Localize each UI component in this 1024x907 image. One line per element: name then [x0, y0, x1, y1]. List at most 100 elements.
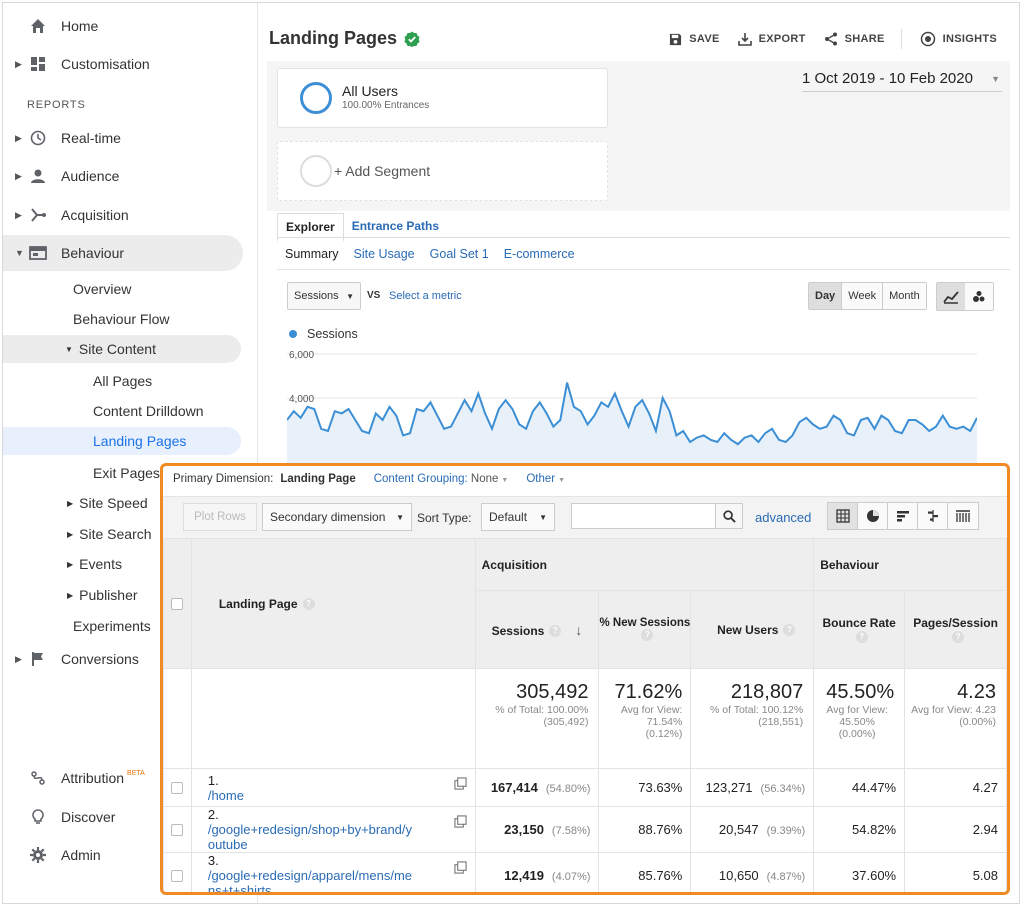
nav-landing-pages[interactable]: Landing Pages [3, 427, 241, 455]
open-external-icon[interactable] [453, 777, 467, 790]
nav-realtime[interactable]: ▶ Real-time [3, 120, 243, 156]
landing-page-link[interactable]: /home [207, 787, 244, 803]
primary-dimension-value[interactable]: Landing Page [280, 473, 356, 485]
insights-button[interactable]: INSIGHTS [920, 31, 997, 47]
nav-customisation[interactable]: ▶ Customisation [3, 46, 243, 82]
report-toolbar: SAVE EXPORT SHARE INSIGHTS [651, 29, 997, 49]
help-icon[interactable]: ? [855, 631, 868, 644]
nav-publisher[interactable]: ▶ Publisher [67, 581, 138, 609]
nav-site-search[interactable]: ▶ Site Search [67, 520, 152, 548]
help-icon[interactable]: ? [641, 629, 654, 642]
nav-behaviour-label: Behaviour [61, 245, 125, 261]
nav-audience[interactable]: ▶ Audience [3, 158, 243, 194]
page-title-text: Landing Pages [269, 28, 398, 48]
chevron-down-icon: ▼ [396, 512, 404, 522]
nav-exit-pages[interactable]: Exit Pages [93, 465, 160, 481]
plot-rows-button[interactable]: Plot Rows [183, 503, 257, 531]
export-button[interactable]: EXPORT [737, 32, 806, 46]
motion-chart-button[interactable] [965, 283, 993, 310]
nav-conversions[interactable]: ▶ Conversions [3, 641, 243, 677]
nav-acquisition-label: Acquisition [61, 207, 129, 223]
month-button[interactable]: Month [883, 283, 926, 309]
open-external-icon[interactable] [453, 815, 467, 828]
export-label: EXPORT [758, 33, 806, 45]
nav-discover[interactable]: Discover [3, 799, 243, 835]
nav-acquisition[interactable]: ▶ Acquisition [3, 197, 243, 233]
col-pages-session[interactable]: Pages/Session? [904, 590, 1007, 669]
landing-page-link[interactable]: /google+redesign/shop+by+brand/youtube [207, 822, 413, 852]
sort-type-value: Default [489, 510, 528, 524]
subtab-ecommerce[interactable]: E-commerce [503, 247, 575, 261]
nav-content-drilldown[interactable]: Content Drilldown [93, 403, 204, 419]
nav-events[interactable]: ▶ Events [67, 550, 122, 578]
insights-label: INSIGHTS [942, 33, 997, 45]
help-icon[interactable]: ? [549, 625, 562, 638]
nav-experiments[interactable]: Experiments [73, 618, 151, 634]
pie-view-button[interactable] [858, 503, 888, 529]
col-new-sessions[interactable]: % New Sessions? [598, 590, 692, 669]
share-button[interactable]: SHARE [824, 32, 885, 46]
nav-site-content-label: Site Content [78, 341, 156, 357]
landing-page-link[interactable]: /google+redesign/apparel/mens/mens+t+shi… [207, 868, 413, 895]
row-sessions: 12,419 (4.07%) [474, 852, 600, 892]
row-checkbox[interactable] [171, 781, 184, 794]
line-chart-button[interactable] [937, 283, 965, 310]
tab-entrance-paths[interactable]: Entrance Paths [351, 219, 440, 233]
save-icon [670, 33, 682, 45]
advanced-filter-link[interactable]: advanced [755, 510, 812, 525]
nav-site-speed[interactable]: ▶ Site Speed [67, 489, 148, 517]
help-icon[interactable]: ? [783, 624, 796, 637]
nav-site-content[interactable]: ▼ Site Content [3, 335, 241, 363]
col-new-users[interactable]: New Users? [690, 590, 815, 669]
help-icon[interactable]: ? [952, 631, 965, 644]
nav-behaviour-flow[interactable]: Behaviour Flow [73, 311, 170, 327]
select-all-cell [163, 538, 192, 669]
sort-type-label: Sort Type: [417, 511, 472, 525]
week-button[interactable]: Week [842, 283, 884, 309]
performance-view-button[interactable] [888, 503, 918, 529]
col-sessions[interactable]: Sessions? ↓ [474, 590, 600, 669]
content-grouping-dropdown[interactable]: Content Grouping: None ▼ [374, 473, 509, 485]
table-search-input[interactable] [571, 503, 716, 529]
insights-icon [920, 31, 935, 47]
nav-behaviour[interactable]: ▼ Behaviour [3, 235, 243, 271]
nav-site-speed-label: Site Speed [79, 495, 148, 511]
expand-arrow-icon: ▶ [67, 559, 74, 569]
nav-admin[interactable]: Admin [3, 837, 243, 873]
select-metric-link[interactable]: Select a metric [389, 290, 462, 302]
subtab-summary[interactable]: Summary [285, 247, 339, 261]
nav-overview[interactable]: Overview [73, 281, 132, 297]
day-button[interactable]: Day [809, 283, 843, 309]
total-pps-sub: Avg for View: 4.23 (0.00%) [911, 704, 996, 728]
comparison-view-button[interactable] [918, 503, 948, 529]
help-icon[interactable]: ? [302, 598, 315, 611]
segment-all-users[interactable]: All Users 100.00% Entrances [277, 68, 608, 128]
save-button[interactable]: SAVE [669, 33, 719, 46]
gear-icon [29, 846, 47, 864]
row-checkbox[interactable] [171, 869, 184, 882]
table-row: 2./google+redesign/shop+by+brand/youtube… [163, 806, 1007, 853]
search-button[interactable] [715, 503, 743, 529]
open-external-icon[interactable] [453, 861, 467, 874]
segment-sub: 100.00% Entrances [342, 100, 430, 111]
expand-arrow-icon: ▶ [15, 58, 22, 69]
nav-all-pages[interactable]: All Pages [93, 373, 153, 389]
col-landing-page[interactable]: Landing Page? [190, 538, 476, 669]
date-range-picker[interactable]: 1 Oct 2019 - 10 Feb 2020 ▼ [802, 70, 1002, 92]
table-view-button[interactable] [828, 503, 858, 529]
metric-dropdown[interactable]: Sessions ▼ [287, 282, 361, 310]
nav-home[interactable]: Home [3, 8, 243, 44]
select-all-checkbox[interactable] [171, 597, 184, 610]
legend-dot [289, 330, 297, 338]
subtab-site-usage[interactable]: Site Usage [353, 247, 415, 261]
other-dimension-dropdown[interactable]: Other ▼ [526, 473, 565, 485]
row-checkbox[interactable] [171, 823, 184, 836]
pivot-view-button[interactable] [948, 503, 978, 529]
sort-type-dropdown[interactable]: Default ▼ [481, 503, 555, 531]
subtab-goal-set[interactable]: Goal Set 1 [429, 247, 489, 261]
col-bounce-rate[interactable]: Bounce Rate? [813, 590, 906, 669]
chevron-down-icon: ▼ [501, 477, 509, 484]
secondary-dimension-dropdown[interactable]: Secondary dimension ▼ [262, 503, 412, 531]
nav-attribution[interactable]: Attribution BETA [3, 760, 243, 796]
add-segment-button[interactable]: + Add Segment [277, 141, 608, 201]
